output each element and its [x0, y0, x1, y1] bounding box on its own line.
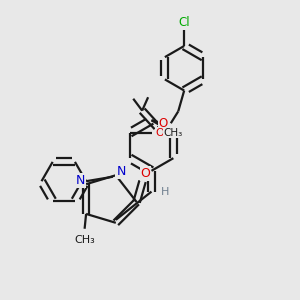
Text: O: O: [159, 117, 168, 130]
Text: CH₃: CH₃: [163, 128, 182, 138]
Text: Cl: Cl: [178, 16, 190, 29]
Text: N: N: [76, 174, 86, 187]
Text: O: O: [141, 167, 151, 180]
Text: N: N: [116, 165, 126, 178]
Text: H: H: [161, 187, 169, 196]
Text: O: O: [156, 128, 164, 138]
Text: CH₃: CH₃: [74, 235, 95, 245]
